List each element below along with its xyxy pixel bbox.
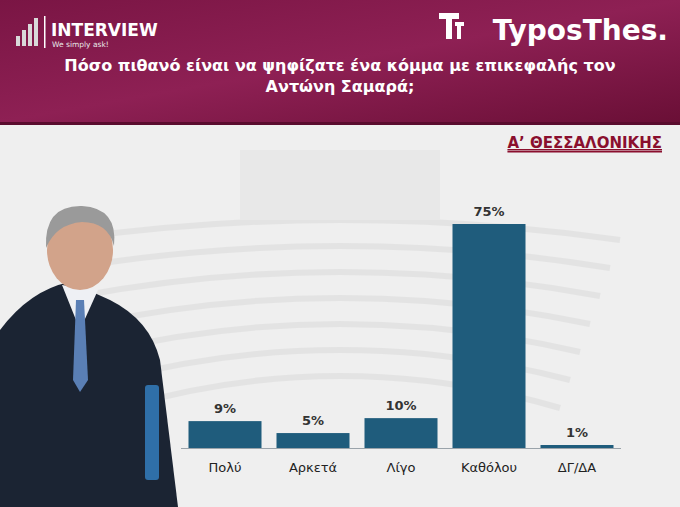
title: Πόσο πιθανό είναι να ψηφίζατε ένα κόμμα … [64, 56, 615, 96]
typosthes-logo: TyposThes. [439, 13, 668, 47]
logo-bar [22, 30, 26, 46]
subtitle: Α’ ΘΕΣΣΑΛΟΝΙΚΗΣ [507, 134, 662, 152]
figure-tie [73, 300, 88, 392]
bar [365, 418, 438, 448]
logo-glyph [446, 13, 452, 39]
interview-logo: INTERVIEWWe simply ask! [16, 16, 158, 49]
bar [453, 224, 526, 448]
category-label: Αρκετά [289, 460, 337, 475]
bars [189, 224, 614, 448]
hall-row [60, 220, 620, 240]
chart: INTERVIEWWe simply ask! TyposThes. Πόσο πι… [0, 0, 680, 507]
data-label: 75% [473, 204, 504, 219]
chart-root: INTERVIEWWe simply ask! TyposThes. Πόσο πι… [0, 0, 680, 507]
title-line: Αντώνη Σαμαρά; [266, 77, 415, 96]
figure-folder [145, 385, 159, 480]
logo-glyph [457, 22, 461, 39]
bar [277, 433, 350, 448]
title-line: Πόσο πιθανό είναι να ψηφίζατε ένα κόμμα … [64, 56, 615, 75]
person-figure [0, 206, 178, 507]
labels: 9% Πολύ 5% Αρκετά 10% Λίγο 75% Καθόλου 1% ΔΓ/ΔΑ [209, 204, 597, 475]
logo-bar [34, 18, 38, 46]
subtitle-underline [507, 151, 662, 153]
logo-divider [44, 16, 46, 48]
x-axis [181, 448, 621, 449]
hall-wall [240, 150, 440, 220]
logo-text: TyposThes. [493, 14, 668, 47]
hall-row [70, 246, 610, 268]
logo-bar [16, 36, 20, 46]
bar [189, 421, 262, 448]
figure-hair [46, 206, 114, 248]
data-label: 9% [214, 401, 236, 416]
data-label: 10% [385, 398, 416, 413]
category-label: Καθόλου [461, 460, 517, 475]
logo-text: INTERVIEW [51, 20, 158, 40]
category-label: ΔΓ/ΔΑ [558, 460, 596, 475]
bar [541, 445, 614, 448]
header-band [0, 0, 680, 122]
category-label: Λίγο [387, 460, 416, 475]
category-label: Πολύ [209, 460, 242, 475]
logo-tagline: We simply ask! [52, 40, 109, 49]
logo-bar [28, 24, 32, 46]
figure-coat [0, 282, 178, 507]
header-edge [0, 122, 680, 125]
data-label: 1% [566, 425, 588, 440]
data-label: 5% [302, 413, 324, 428]
background [0, 0, 680, 507]
